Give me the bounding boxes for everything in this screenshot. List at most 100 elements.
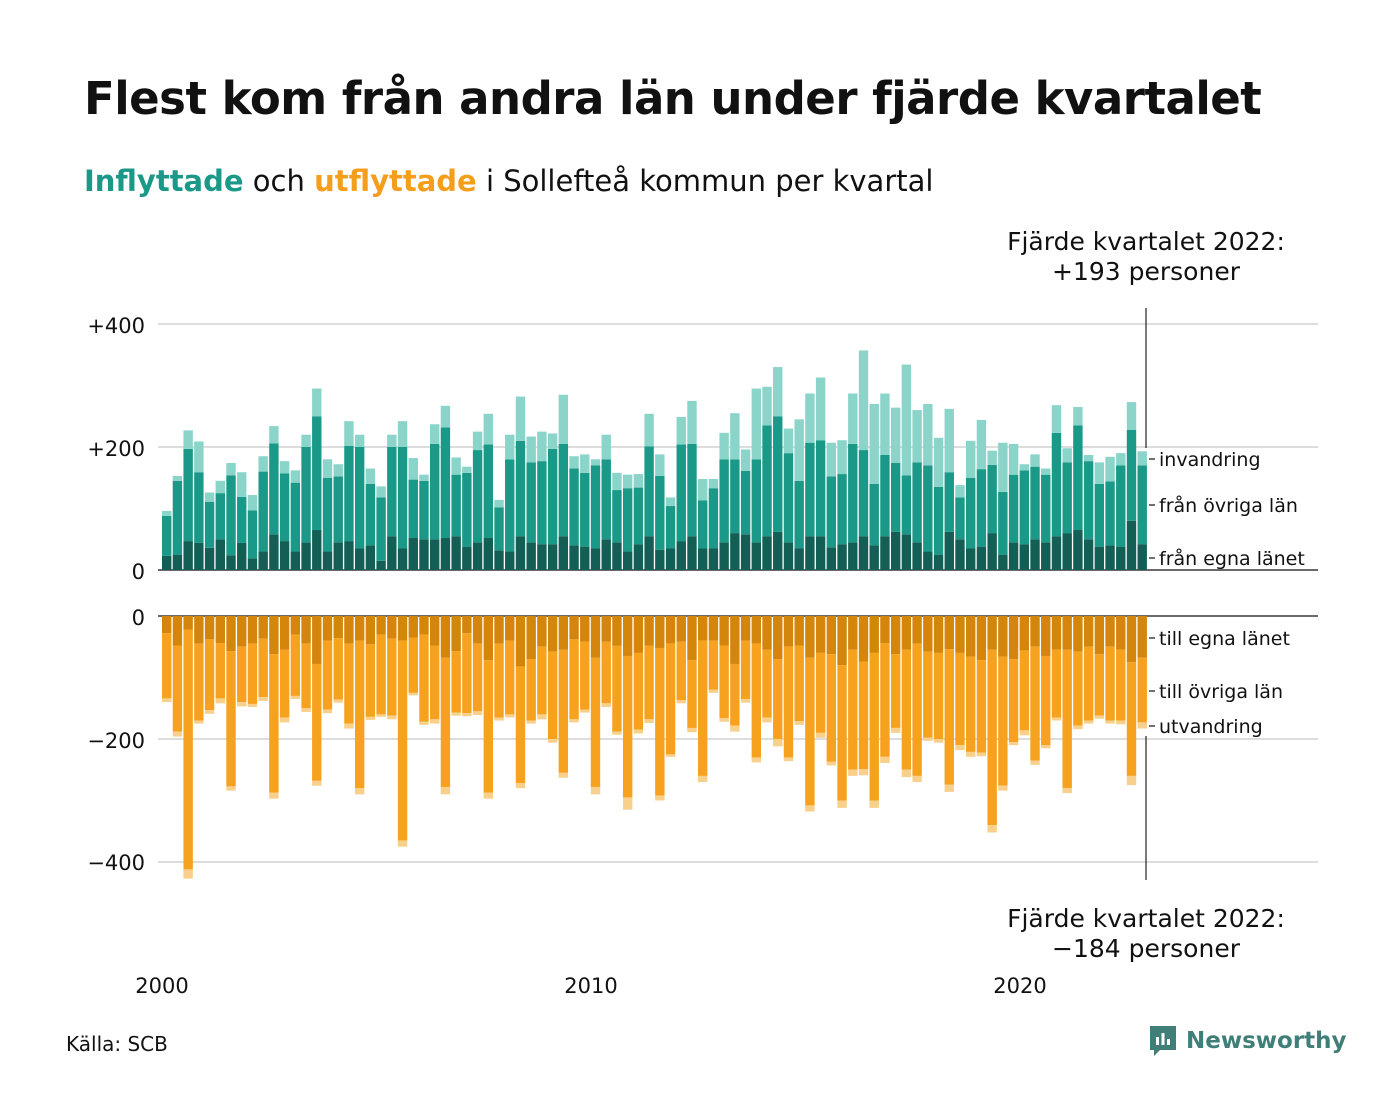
- bar-in-immigration-44: [633, 474, 644, 488]
- bar-in-own-1: [172, 554, 183, 570]
- bar-in-own-13: [301, 542, 311, 570]
- bar-in-other-37: [558, 443, 569, 537]
- bar-in-immigration-12: [290, 470, 301, 483]
- bar-in-own-86: [1083, 539, 1094, 570]
- chart-subtitle: Inflyttade och utflyttade i Sollefteå ko…: [84, 164, 933, 198]
- bar-out-other-7: [237, 646, 247, 703]
- bar-in-immigration-85: [1073, 407, 1083, 426]
- bar-out-emigration-67: [880, 756, 890, 763]
- bar-in-own-76: [976, 546, 987, 570]
- bar-out-other-6: [226, 651, 236, 787]
- bar-out-emigration-48: [676, 700, 686, 704]
- bar-out-other-89: [1116, 649, 1126, 721]
- bar-out-own-70: [912, 616, 922, 644]
- bar-in-other-51: [708, 488, 719, 549]
- bar-out-own-15: [322, 616, 333, 641]
- bar-in-own-9: [258, 551, 268, 570]
- bar-out-own-53: [730, 616, 740, 664]
- bar-out-other-77: [987, 649, 997, 826]
- bar-out-other-65: [858, 661, 869, 770]
- bar-in-own-30: [483, 538, 493, 570]
- bar-in-own-67: [880, 536, 890, 570]
- bar-in-other-81: [1030, 466, 1040, 540]
- bar-in-own-72: [933, 554, 944, 570]
- bar-in-other-77: [987, 464, 997, 534]
- bar-out-other-51: [708, 640, 719, 690]
- bar-out-other-48: [676, 641, 686, 701]
- bar-out-emigration-25: [430, 719, 440, 724]
- bar-out-emigration-27: [451, 712, 461, 716]
- bar-out-other-83: [1051, 649, 1062, 718]
- source-label: Källa: SCB: [66, 1032, 168, 1056]
- bar-in-other-35: [537, 461, 547, 545]
- bar-in-own-47: [665, 548, 676, 570]
- bar-in-immigration-7: [237, 472, 247, 497]
- bar-out-other-42: [612, 645, 622, 732]
- bar-in-own-51: [708, 548, 719, 570]
- bar-out-other-45: [644, 645, 654, 720]
- bar-out-own-84: [1062, 616, 1072, 650]
- bar-in-other-43: [622, 488, 633, 552]
- bar-out-other-0: [162, 633, 172, 699]
- bar-out-own-44: [633, 616, 644, 653]
- bar-in-own-37: [558, 536, 569, 570]
- bar-out-emigration-55: [751, 757, 761, 763]
- bar-out-other-63: [837, 665, 847, 801]
- segment-tick-marks: [1149, 458, 1155, 727]
- bar-out-emigration-89: [1116, 720, 1126, 725]
- bar-in-other-9: [258, 471, 268, 552]
- bar-in-own-45: [644, 536, 654, 570]
- bar-in-own-25: [430, 539, 440, 570]
- bar-in-immigration-64: [848, 393, 858, 444]
- bar-in-other-18: [354, 447, 365, 549]
- bar-in-other-67: [880, 454, 890, 537]
- bar-in-own-73: [944, 531, 954, 570]
- bar-out-own-4: [204, 616, 215, 640]
- bar-in-other-86: [1083, 461, 1094, 540]
- bar-out-own-39: [580, 616, 590, 642]
- bar-out-other-54: [740, 640, 751, 700]
- bar-in-immigration-27: [451, 457, 461, 475]
- bar-in-other-70: [912, 462, 922, 543]
- bar-out-other-23: [408, 637, 418, 693]
- bar-out-other-82: [1041, 655, 1051, 746]
- bar-in-own-22: [397, 548, 408, 570]
- bar-out-own-61: [815, 616, 826, 653]
- bar-out-own-40: [590, 616, 601, 658]
- bar-in-own-32: [505, 551, 515, 570]
- bar-out-own-35: [537, 616, 547, 647]
- bar-out-emigration-10: [269, 792, 279, 799]
- bar-out-emigration-83: [1051, 717, 1062, 721]
- bar-in-immigration-78: [998, 442, 1008, 492]
- bar-out-own-13: [301, 616, 311, 644]
- bar-in-other-15: [322, 477, 333, 552]
- bar-in-own-90: [1126, 520, 1137, 570]
- bar-out-emigration-86: [1083, 720, 1094, 724]
- bar-out-own-2: [183, 616, 193, 630]
- bar-in-own-70: [912, 542, 922, 570]
- bar-in-own-56: [762, 536, 772, 570]
- bar-in-own-49: [687, 536, 697, 570]
- bar-in-immigration-17: [344, 421, 354, 446]
- bar-in-immigration-71: [923, 403, 933, 466]
- bar-in-own-53: [730, 533, 740, 570]
- bar-in-immigration-1: [172, 475, 183, 481]
- bar-out-own-43: [622, 616, 633, 656]
- newsworthy-logo-icon: [1150, 1026, 1176, 1056]
- bar-out-own-42: [612, 616, 622, 646]
- bar-in-immigration-84: [1062, 448, 1072, 463]
- bar-in-own-40: [590, 548, 601, 570]
- bar-in-immigration-29: [472, 431, 483, 451]
- bar-in-own-50: [698, 548, 708, 570]
- subtitle-rest: i Sollefteå kommun per kvartal: [485, 164, 934, 198]
- bar-out-emigration-31: [494, 717, 504, 721]
- bar-in-other-40: [590, 465, 601, 549]
- bar-in-other-14: [312, 416, 322, 531]
- bars-inflyttade: [162, 350, 1147, 570]
- bar-out-own-57: [773, 616, 783, 660]
- bar-out-own-22: [397, 616, 408, 641]
- bar-out-emigration-39: [580, 709, 590, 713]
- bar-out-own-73: [944, 616, 954, 650]
- bar-out-other-67: [880, 643, 890, 757]
- bar-out-other-30: [483, 660, 493, 793]
